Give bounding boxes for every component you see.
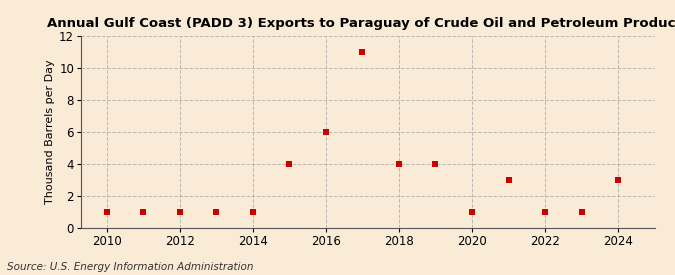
Point	[466, 210, 477, 214]
Point	[138, 210, 148, 214]
Point	[247, 210, 258, 214]
Y-axis label: Thousand Barrels per Day: Thousand Barrels per Day	[45, 60, 55, 204]
Point	[284, 162, 295, 166]
Point	[211, 210, 221, 214]
Text: Source: U.S. Energy Information Administration: Source: U.S. Energy Information Administ…	[7, 262, 253, 272]
Point	[430, 162, 441, 166]
Point	[321, 130, 331, 134]
Point	[576, 210, 587, 214]
Point	[174, 210, 185, 214]
Point	[540, 210, 551, 214]
Title: Annual Gulf Coast (PADD 3) Exports to Paraguay of Crude Oil and Petroleum Produc: Annual Gulf Coast (PADD 3) Exports to Pa…	[47, 17, 675, 31]
Point	[394, 162, 404, 166]
Point	[613, 178, 624, 182]
Point	[503, 178, 514, 182]
Point	[101, 210, 112, 214]
Point	[357, 50, 368, 54]
